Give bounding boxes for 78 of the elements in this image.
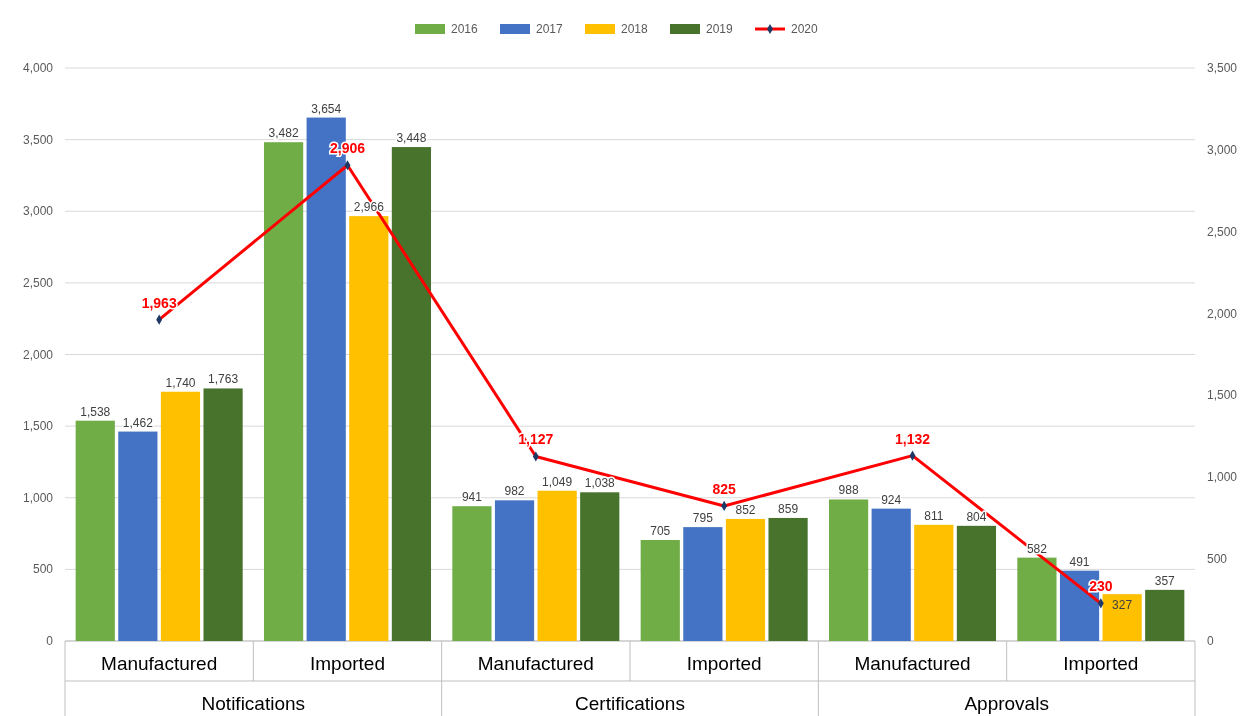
- data-label: 1,132: [894, 430, 931, 447]
- data-label: 3,482: [268, 126, 299, 141]
- y-tick-label: 1,500: [22, 419, 54, 434]
- data-label: 1,963: [141, 294, 177, 311]
- y2-tick-label: 2,500: [1207, 224, 1238, 239]
- y2-tick-label: 500: [1207, 552, 1228, 567]
- bar: [640, 540, 680, 641]
- data-label: 327: [1112, 598, 1133, 613]
- y-tick-label: 3,500: [22, 132, 54, 147]
- data-label: 795: [692, 511, 714, 526]
- bar: [1017, 557, 1057, 641]
- y-tick-label: 500: [32, 562, 54, 577]
- y-tick-label: 1,000: [22, 490, 54, 505]
- y-tick-label: 0: [46, 634, 54, 648]
- x-tick-label: Manufactured: [854, 653, 971, 674]
- y-tick-label: 4,000: [22, 61, 54, 75]
- data-label: 988: [838, 483, 859, 498]
- bar: [537, 490, 577, 641]
- bar: [349, 216, 389, 641]
- legend-label: 2016: [451, 22, 479, 36]
- data-label: 852: [735, 502, 756, 517]
- bar: [1102, 594, 1142, 641]
- data-label: 3,654: [311, 101, 342, 116]
- y2-tick-label: 3,000: [1207, 142, 1238, 157]
- bar: [871, 508, 911, 641]
- data-label: 941: [461, 490, 483, 505]
- y2-tick-label: 0: [1207, 634, 1214, 648]
- data-label: 859: [778, 501, 799, 516]
- data-label: 1,462: [122, 415, 154, 430]
- bar: [914, 524, 954, 641]
- legend-label: 2017: [536, 22, 564, 36]
- bar: [391, 147, 432, 641]
- bar: [203, 388, 243, 641]
- x-tick-label: Imported: [1063, 653, 1139, 674]
- data-label: 1,538: [80, 404, 111, 419]
- data-label: 804: [966, 509, 987, 524]
- data-label: 491: [1069, 554, 1090, 569]
- legend-label: 2019: [706, 22, 734, 36]
- bar: [1145, 589, 1185, 641]
- y2-tick-label: 1,000: [1207, 470, 1238, 485]
- y2-tick-label: 3,500: [1207, 61, 1238, 75]
- bar: [683, 527, 723, 641]
- bar: [263, 142, 304, 641]
- bar: [160, 391, 201, 641]
- y-tick-label: 2,500: [22, 275, 54, 290]
- data-label: 357: [1154, 573, 1176, 588]
- legend-label: 2020: [791, 22, 819, 36]
- data-label: 1,763: [208, 372, 239, 387]
- data-label: 924: [881, 492, 902, 507]
- data-label: 3,448: [396, 131, 427, 146]
- data-label: 825: [712, 480, 737, 497]
- y2-tick-label: 1,500: [1207, 388, 1238, 403]
- y-tick-label: 2,000: [22, 347, 54, 362]
- data-label: 811: [924, 508, 944, 523]
- x-tick-label: Imported: [686, 653, 762, 674]
- data-label: 1,740: [165, 375, 196, 390]
- data-label: 1,038: [584, 476, 616, 491]
- legend-label: 2018: [621, 22, 649, 36]
- bar: [580, 492, 620, 641]
- bar: [828, 499, 869, 641]
- text: Approvals: [964, 693, 1049, 714]
- x-tick-label: Imported: [310, 653, 385, 674]
- data-label: 1,049: [542, 474, 573, 489]
- x-tick-label: Manufactured: [477, 653, 594, 674]
- y2-tick-label: 2,000: [1207, 306, 1238, 321]
- text: Notifications: [201, 693, 306, 714]
- bar: [725, 518, 766, 641]
- bar: [494, 500, 535, 641]
- y-tick-label: 3,000: [22, 204, 54, 219]
- bar: [956, 525, 997, 641]
- data-label: 705: [650, 524, 671, 539]
- bar: [768, 517, 808, 641]
- text: Certifications: [575, 693, 685, 714]
- bar: [75, 420, 115, 641]
- x-tick-label: Manufactured: [101, 653, 218, 674]
- bar: [452, 506, 492, 641]
- data-label: 982: [504, 484, 525, 499]
- bar: [118, 431, 158, 641]
